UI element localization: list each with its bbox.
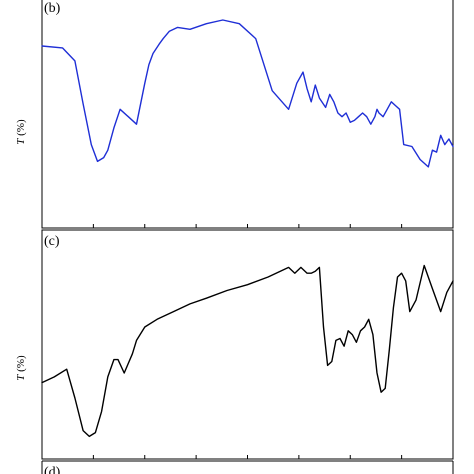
panel-c-ylabel-symbol: T xyxy=(15,374,27,381)
panel-b-ylabel-unit: (%) xyxy=(15,119,27,139)
panel-b-label: (b) xyxy=(44,1,61,16)
panel-d-label: (d) xyxy=(44,465,61,474)
panel-b-ylabel: T (%) xyxy=(15,119,27,145)
panel-b-ylabel-symbol: T xyxy=(15,138,27,145)
panel-b-frame xyxy=(41,0,454,229)
panel-b: (b) T (%) xyxy=(15,0,454,229)
panel-b-series-line xyxy=(41,19,454,168)
panel-c-frame xyxy=(41,229,454,460)
panel-c: (c) T (%) xyxy=(15,229,454,460)
panel-c-x-ticks xyxy=(41,455,454,459)
panel-c-ylabel: T (%) xyxy=(15,355,27,381)
panel-c-series-line xyxy=(41,264,454,438)
panel-b-x-ticks xyxy=(41,224,454,228)
panel-c-label: (c) xyxy=(44,234,60,249)
panel-c-ylabel-unit: (%) xyxy=(15,355,27,375)
panel-d: (d) xyxy=(41,460,454,474)
